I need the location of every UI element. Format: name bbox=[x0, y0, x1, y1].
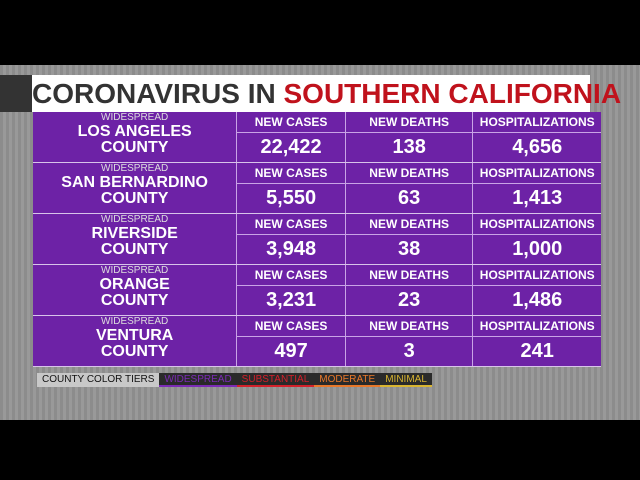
table: WIDESPREAD LOS ANGELES COUNTY NEW CASES 22,4… bbox=[33, 112, 601, 367]
stat-cell: NEW CASES 22,422 bbox=[237, 112, 346, 162]
table-row: WIDESPREAD RIVERSIDE COUNTY NEW CASES 3,948 N… bbox=[33, 214, 601, 265]
stat-value: 4,656 bbox=[512, 136, 563, 158]
stat-cell: NEW DEATHS 63 bbox=[345, 163, 474, 213]
county-suffix: COUNTY bbox=[100, 139, 169, 156]
tier-label: WIDESPREAD bbox=[101, 265, 169, 276]
stat-label: NEW DEATHS bbox=[345, 214, 473, 235]
stat-value: 138 bbox=[392, 136, 426, 158]
stat-label: NEW CASES bbox=[237, 316, 345, 337]
county-cell: WIDESPREAD RIVERSIDE COUNTY bbox=[33, 214, 238, 264]
tier-label: WIDESPREAD bbox=[101, 316, 169, 327]
legend-tier: MINIMAL bbox=[380, 373, 432, 387]
county-name: RIVERSIDE bbox=[91, 225, 178, 242]
stat-cell: NEW CASES 5,550 bbox=[237, 163, 346, 213]
stat-cell: NEW CASES 3,231 bbox=[237, 265, 346, 315]
stat-value: 38 bbox=[398, 238, 421, 260]
stat-label: NEW CASES bbox=[237, 214, 345, 235]
table-row: WIDESPREAD SAN BERNARDINO COUNTY NEW CASES 5… bbox=[33, 163, 601, 214]
stat-cell: NEW CASES 497 bbox=[237, 316, 346, 366]
stat-cell: NEW DEATHS 138 bbox=[345, 112, 474, 162]
county-name: SAN BERNARDINO bbox=[61, 174, 208, 191]
county-name: LOS ANGELES bbox=[77, 123, 192, 140]
stat-value: 241 bbox=[520, 340, 554, 362]
stat-value: 1,413 bbox=[512, 187, 563, 209]
stat-label: HOSPITALIZATIONS bbox=[473, 163, 601, 184]
legend-title: COUNTY COLOR TIERS bbox=[37, 373, 160, 387]
stat-value: 3,948 bbox=[266, 238, 317, 260]
county-cell: WIDESPREAD VENTURA COUNTY bbox=[33, 316, 238, 366]
stat-value: 63 bbox=[398, 187, 421, 209]
stat-label: NEW DEATHS bbox=[345, 316, 473, 337]
stat-cell: HOSPITALIZATIONS 241 bbox=[473, 316, 601, 366]
county-name: VENTURA bbox=[95, 327, 174, 344]
legend-tier: MODERATE bbox=[314, 373, 381, 387]
stat-cell: HOSPITALIZATIONS 1,486 bbox=[473, 265, 601, 315]
title-region: SOUTHERN CALIFORNIA bbox=[283, 78, 622, 109]
stat-value: 1,000 bbox=[512, 238, 563, 260]
county-suffix: COUNTY bbox=[100, 292, 169, 309]
table-row: WIDESPREAD VENTURA COUNTY NEW CASES 497 NEW D… bbox=[33, 316, 601, 367]
stat-label: NEW DEATHS bbox=[345, 265, 473, 286]
table-row: WIDESPREAD ORANGE COUNTY NEW CASES 3,231 NEW … bbox=[33, 265, 601, 316]
stat-cell: HOSPITALIZATIONS 1,000 bbox=[473, 214, 601, 264]
county-suffix: COUNTY bbox=[100, 190, 169, 207]
tier-label: WIDESPREAD bbox=[101, 214, 169, 225]
stat-label: NEW DEATHS bbox=[345, 112, 473, 133]
table-row: WIDESPREAD LOS ANGELES COUNTY NEW CASES 22,4… bbox=[33, 112, 601, 163]
stat-cell: NEW DEATHS 38 bbox=[345, 214, 474, 264]
stat-label: HOSPITALIZATIONS bbox=[473, 214, 601, 235]
tier-label: WIDESPREAD bbox=[101, 112, 169, 123]
stat-label: HOSPITALIZATIONS bbox=[473, 112, 601, 133]
county-suffix: COUNTY bbox=[100, 343, 169, 360]
county-cell: WIDESPREAD LOS ANGELES COUNTY bbox=[33, 112, 238, 162]
stat-cell: NEW CASES 3,948 bbox=[237, 214, 346, 264]
tier-label: WIDESPREAD bbox=[101, 163, 169, 174]
county-suffix: COUNTY bbox=[100, 241, 169, 258]
stat-cell: NEW DEATHS 23 bbox=[345, 265, 474, 315]
stat-value: 22,422 bbox=[260, 136, 322, 158]
stat-cell: HOSPITALIZATIONS 4,656 bbox=[473, 112, 601, 162]
stat-value: 5,550 bbox=[266, 187, 317, 209]
county-cell: WIDESPREAD SAN BERNARDINO COUNTY bbox=[33, 163, 238, 213]
stat-label: NEW CASES bbox=[237, 163, 345, 184]
stat-cell: HOSPITALIZATIONS 1,413 bbox=[473, 163, 601, 213]
legend-tier: WIDESPREAD bbox=[159, 373, 237, 387]
stat-label: NEW CASES bbox=[237, 265, 345, 286]
stat-value: 3,231 bbox=[266, 289, 317, 311]
stat-value: 497 bbox=[274, 340, 308, 362]
stat-value: 1,486 bbox=[512, 289, 563, 311]
stat-value: 23 bbox=[398, 289, 421, 311]
title-accent bbox=[0, 75, 32, 112]
stat-value: 3 bbox=[403, 340, 415, 362]
stat-label: HOSPITALIZATIONS bbox=[473, 316, 601, 337]
title-lead: CORONAVIRUS IN bbox=[32, 78, 276, 109]
title: CORONAVIRUS IN SOUTHERN CALIFORNIA bbox=[32, 75, 621, 112]
stat-cell: NEW DEATHS 3 bbox=[345, 316, 474, 366]
legend: COUNTY COLOR TIERS WIDESPREAD SUBSTANTIAL M… bbox=[37, 373, 432, 387]
legend-tier: SUBSTANTIAL bbox=[236, 373, 315, 387]
stat-label: HOSPITALIZATIONS bbox=[473, 265, 601, 286]
stat-label: NEW CASES bbox=[237, 112, 345, 133]
stat-label: NEW DEATHS bbox=[345, 163, 473, 184]
county-cell: WIDESPREAD ORANGE COUNTY bbox=[33, 265, 238, 315]
county-name: ORANGE bbox=[99, 276, 170, 293]
